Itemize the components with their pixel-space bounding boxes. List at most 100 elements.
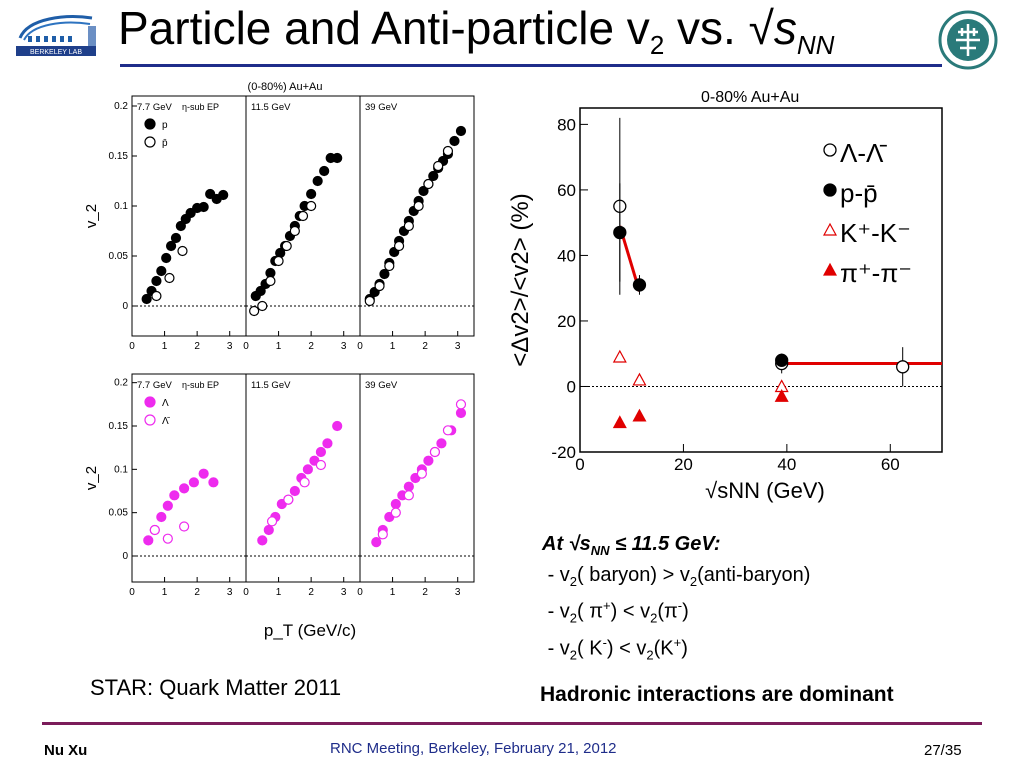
legend-marker <box>144 396 156 408</box>
data-point <box>151 290 162 302</box>
data-point <box>332 420 343 432</box>
dv2-ratio-figure: 0-80% Au+Au0 20 40 60-20020406080<Δv2>/<v2>… <box>507 89 943 503</box>
x-tick-label: 60 <box>881 455 900 474</box>
y-axis-label: <Δv2>/<v2> (%) <box>507 193 534 366</box>
data-point <box>371 537 382 548</box>
legend-label: p-p̄ <box>840 178 878 208</box>
legend-label: Λ̄ <box>162 416 171 427</box>
data-point <box>170 232 182 244</box>
data-point <box>322 438 333 449</box>
data-point <box>273 255 284 267</box>
x-tick-label: 0 <box>129 341 135 352</box>
legend-label: Λ <box>162 398 169 409</box>
legend-label: Λ-Λ̄ <box>840 138 887 168</box>
notes-line-2: - v2( π+) < v2(π-) <box>547 598 689 626</box>
x-tick-label: 0 <box>575 455 584 474</box>
x-tick-label: 3 <box>227 587 233 598</box>
title-main: Particle and Anti-particle v <box>118 2 650 54</box>
data-point <box>613 225 627 240</box>
data-point <box>179 483 190 494</box>
legend-marker <box>823 183 837 197</box>
data-point <box>198 201 209 213</box>
v2-panel-6: 39 GeV 0 1 2 3 <box>357 373 475 598</box>
data-point <box>151 275 162 287</box>
data-point <box>429 446 441 458</box>
data-point <box>156 511 167 523</box>
legend-marker <box>144 414 156 426</box>
data-point <box>188 477 199 488</box>
v2-panel-3: 39 GeV 0 1 2 3 <box>357 95 475 352</box>
data-point <box>423 178 434 190</box>
v2-panel-4: 7.7 GeV η-sub EP0 1 2 300.050.10.150.2v_2ΛΛ̄ <box>83 373 247 598</box>
data-point <box>403 220 414 232</box>
panel-energy-label: 11.5 GeV <box>251 380 291 391</box>
y-axis-label: v_2 <box>83 204 100 228</box>
data-point <box>143 535 154 546</box>
y-axis-label: v_2 <box>83 466 100 490</box>
data-point <box>289 485 300 497</box>
y-tick-label: 0.05 <box>109 251 129 262</box>
panel-energy-label: 39 GeV <box>365 380 398 391</box>
data-point <box>416 468 427 479</box>
x-tick-label: 3 <box>341 341 347 352</box>
y-tick-label: 0 <box>567 377 576 396</box>
berkeley-lab-text: BERKELEY LAB <box>30 49 82 56</box>
title-vs: vs. √ <box>664 2 774 54</box>
y-tick-label: 0 <box>122 551 128 562</box>
title-rule <box>120 64 942 67</box>
data-point <box>393 240 405 252</box>
x-tick-label: 2 <box>308 341 314 352</box>
data-point <box>315 459 327 471</box>
conclusion-text: Hadronic interactions are dominant <box>540 683 894 706</box>
panel-frame <box>359 95 475 337</box>
data-point <box>455 407 467 419</box>
x-tick-label: 2 <box>422 341 428 352</box>
data-point <box>312 175 323 187</box>
data-point <box>257 535 268 546</box>
data-point <box>263 524 274 536</box>
y-tick-label: 0.15 <box>109 421 129 432</box>
y-tick-label: -20 <box>551 443 576 462</box>
data-point <box>379 268 390 280</box>
panel-energy-label: 7.7 GeV <box>137 380 173 391</box>
data-point <box>418 185 429 197</box>
data-point <box>266 516 278 527</box>
x-tick-label: 3 <box>341 587 347 598</box>
data-point <box>265 275 276 287</box>
x-tick-label: 2 <box>422 587 428 598</box>
data-point <box>177 245 188 257</box>
y-tick-label: 0.2 <box>114 101 128 112</box>
x-axis-label: √sNN (GeV) <box>705 478 825 503</box>
data-point <box>455 399 467 410</box>
y-tick-label: 0 <box>122 301 128 312</box>
data-point <box>374 280 385 292</box>
data-point <box>156 265 167 277</box>
panel-method-label: η-sub EP <box>182 380 219 390</box>
footer-rule <box>42 722 982 725</box>
data-point <box>390 498 401 510</box>
data-point <box>218 189 229 201</box>
x-tick-label: 2 <box>308 587 314 598</box>
x-tick-label: 1 <box>276 341 282 352</box>
data-point <box>162 533 173 544</box>
data-point <box>632 408 647 422</box>
legend-marker <box>823 143 837 157</box>
x-tick-label: 0 <box>243 341 249 352</box>
footer-page-number: 27/35 <box>924 742 962 759</box>
x-tick-label: 3 <box>455 587 461 598</box>
data-point <box>149 524 160 536</box>
data-point <box>332 152 343 164</box>
data-point <box>299 477 310 488</box>
data-point <box>413 200 424 212</box>
star-caption: STAR: Quark Matter 2011 <box>90 675 342 700</box>
data-point <box>306 200 317 212</box>
left-chart-title: (0-80%) Au+Au <box>248 81 323 93</box>
data-point <box>433 160 444 172</box>
data-point <box>442 145 454 157</box>
data-point <box>164 272 175 284</box>
data-point <box>403 481 414 492</box>
panel-method-label: η-sub EP <box>182 102 219 112</box>
x-tick-label: 3 <box>227 341 233 352</box>
y-tick-label: 0.2 <box>114 378 128 389</box>
legend-marker <box>144 118 156 130</box>
